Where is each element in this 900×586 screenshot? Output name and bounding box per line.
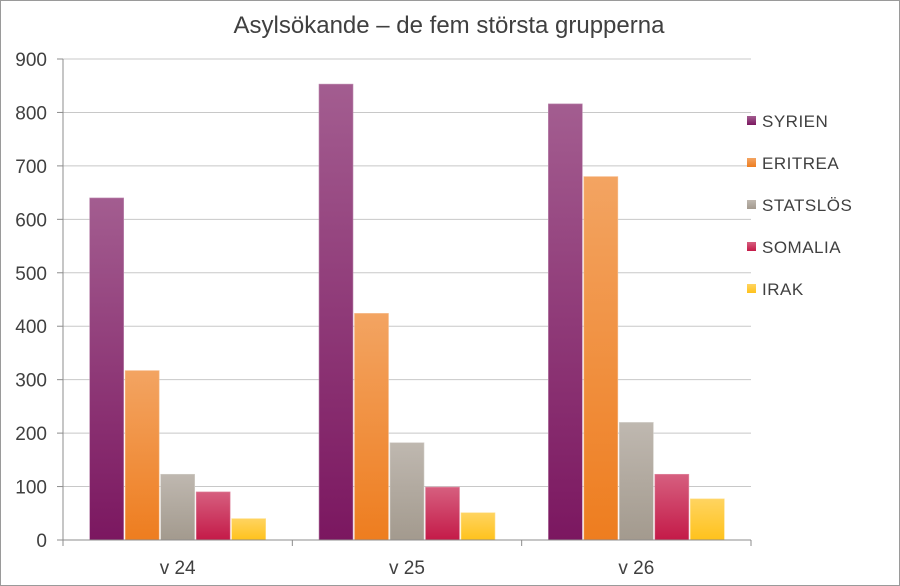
legend-swatch-syrien	[747, 116, 756, 125]
legend-swatch-eritrea	[747, 158, 756, 167]
bars	[89, 83, 725, 541]
y-tick-label: 700	[15, 157, 47, 178]
y-axis-ticks: 0 100 200 300 400 500 600 700 800 900	[15, 50, 63, 552]
y-tick-label: 400	[15, 317, 47, 338]
x-tick-label: v 25	[389, 558, 425, 579]
x-axis-ticks: v 24 v 25 v 26	[62, 540, 752, 579]
bar-irak-v24	[231, 518, 266, 541]
legend-label-irak: IRAK	[762, 280, 804, 299]
y-tick-label: 500	[15, 264, 47, 285]
bar-eritrea-v25	[354, 313, 389, 541]
bar-statslös-v26	[619, 422, 654, 541]
legend-label-statslös: STATSLÖS	[762, 196, 852, 215]
gridlines	[63, 58, 751, 488]
y-tick-label: 0	[36, 531, 47, 552]
bar-syrien-v25	[318, 83, 354, 541]
bar-irak-v26	[690, 498, 725, 541]
y-tick-label: 800	[15, 103, 47, 124]
x-tick-label: v 26	[618, 558, 654, 579]
bar-eritrea-v26	[583, 176, 619, 541]
legend-label-eritrea: ERITREA	[762, 154, 839, 173]
bar-somalia-v25	[425, 486, 460, 541]
y-tick-label: 100	[15, 478, 47, 499]
x-tick-label: v 24	[160, 558, 196, 579]
bar-somalia-v24	[195, 491, 231, 541]
legend-swatch-somalia	[747, 242, 756, 251]
legend-swatch-statslös	[747, 200, 756, 209]
y-tick-label: 200	[15, 424, 47, 445]
bar-eritrea-v24	[124, 370, 160, 541]
legend-swatch-irak	[747, 284, 756, 293]
y-tick-label: 300	[15, 371, 47, 392]
legend-label-syrien: SYRIEN	[762, 112, 828, 131]
y-tick-label: 900	[15, 50, 47, 71]
bar-irak-v25	[460, 512, 496, 541]
chart-title: Asylsökande – de fem största grupperna	[234, 12, 666, 39]
bar-syrien-v26	[548, 103, 583, 541]
legend-label-somalia: SOMALIA	[762, 238, 841, 257]
bar-statslös-v25	[389, 442, 425, 541]
y-tick-label: 600	[15, 210, 47, 231]
axes	[62, 59, 751, 541]
bar-somalia-v26	[654, 473, 690, 541]
bar-statslös-v24	[160, 473, 195, 541]
legend: SYRIEN ERITREA STATSLÖS SOMALIA IRAK	[747, 112, 852, 299]
bar-syrien-v24	[89, 197, 124, 541]
